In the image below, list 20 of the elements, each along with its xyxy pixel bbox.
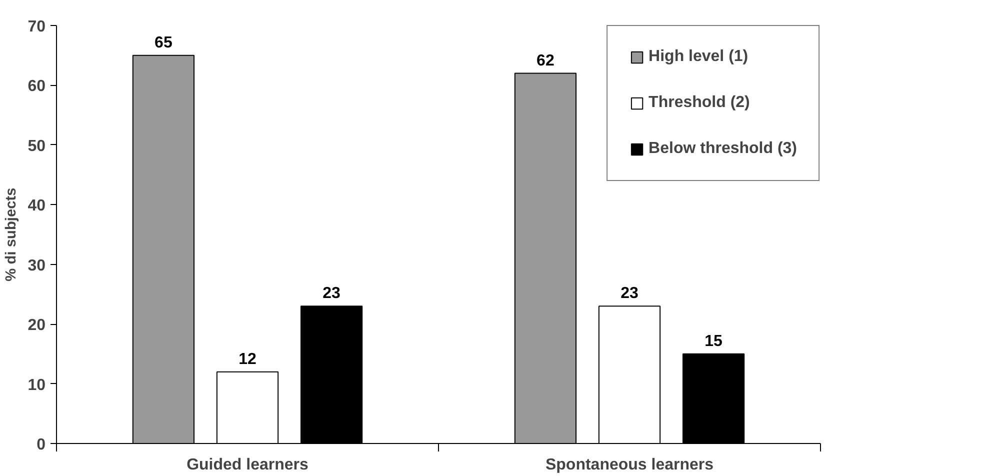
y-tick-label: 40 — [28, 198, 46, 215]
data-label: 65 — [154, 34, 172, 52]
legend-label: High level (1) — [648, 48, 748, 66]
y-tick-label: 20 — [28, 317, 46, 334]
x-tick-label: Spontaneous learners — [545, 456, 714, 474]
y-tick-label: 0 — [36, 436, 46, 454]
data-label: 23 — [322, 285, 341, 302]
legend-label: Threshold (2) — [648, 94, 750, 112]
y-tick-label: 50 — [28, 138, 46, 155]
y-tick-label: 30 — [28, 257, 46, 274]
data-label: 12 — [238, 350, 256, 368]
data-label: 23 — [620, 285, 638, 302]
data-label: 15 — [704, 332, 723, 350]
data-label: 62 — [536, 52, 554, 70]
legend-label: Below threshold (3) — [648, 140, 797, 158]
x-tick-label: Guided learners — [186, 456, 309, 474]
y-axis-title: % di subjects — [4, 188, 20, 282]
y-tick-label: 70 — [28, 18, 46, 36]
y-tick-label: 10 — [28, 376, 46, 394]
y-tick-label: 60 — [28, 78, 46, 96]
